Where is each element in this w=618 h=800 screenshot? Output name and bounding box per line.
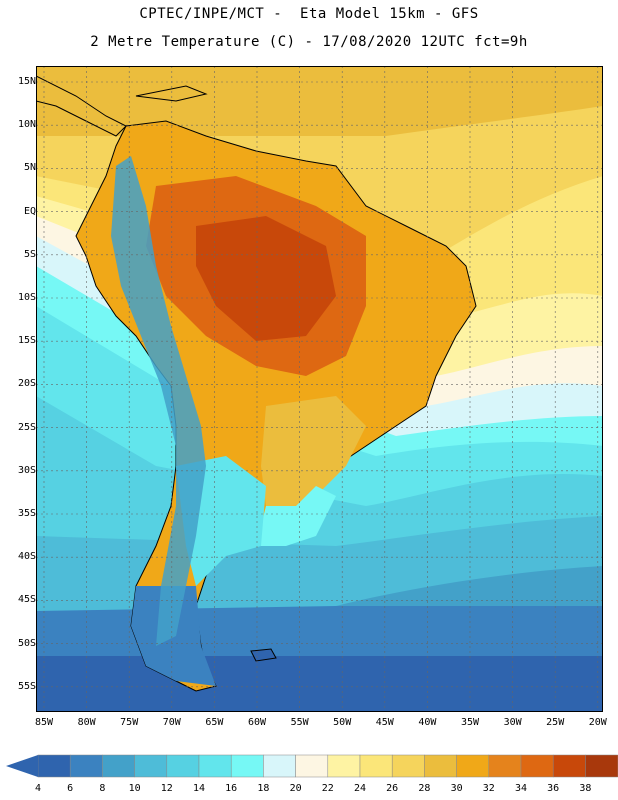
colorbar-label: 16 bbox=[225, 783, 238, 794]
colorbar-label: 20 bbox=[289, 783, 302, 794]
lon-label: 55W bbox=[290, 717, 309, 728]
colorbar-label: 18 bbox=[257, 783, 270, 794]
colorbar-cell bbox=[552, 754, 586, 778]
colorbar-cell bbox=[327, 754, 361, 778]
colorbar-label: 22 bbox=[321, 783, 334, 794]
map-frame bbox=[36, 66, 603, 712]
lat-label: 5S bbox=[23, 248, 36, 260]
lat-label: 50S bbox=[17, 637, 36, 649]
lon-label: 50W bbox=[333, 717, 352, 728]
colorbar-cell bbox=[424, 754, 457, 778]
colorbar-cell bbox=[488, 754, 522, 778]
lon-label: 45W bbox=[375, 717, 394, 728]
colorbar-label: 12 bbox=[160, 783, 173, 794]
lon-label: 75W bbox=[120, 717, 139, 728]
colorbar-cell bbox=[166, 754, 200, 778]
colorbar-label: 36 bbox=[547, 783, 560, 794]
colorbar-cell bbox=[198, 754, 232, 778]
lon-label: 20W bbox=[588, 717, 607, 728]
chart-title: CPTEC/INPE/MCT - Eta Model 15km - GFS bbox=[139, 6, 479, 22]
colorbar-label: 34 bbox=[514, 783, 528, 794]
colorbar-label: 6 bbox=[67, 783, 74, 794]
lat-label: 10S bbox=[17, 292, 36, 303]
lon-label: 35W bbox=[460, 717, 480, 728]
colorbar-cell bbox=[359, 754, 393, 778]
colorbar-label: 32 bbox=[482, 783, 495, 794]
hot-core bbox=[196, 216, 336, 341]
colorbar-label: 4 bbox=[34, 783, 42, 794]
lat-label: 5N bbox=[23, 162, 36, 174]
lon-label: 65W bbox=[205, 717, 224, 728]
lat-label: 15N bbox=[17, 76, 36, 87]
colorbar-cell bbox=[230, 754, 264, 778]
pampas-region bbox=[256, 486, 336, 546]
lat-label: 10N bbox=[17, 119, 36, 131]
colorbar-label: 28 bbox=[418, 783, 431, 794]
andes-cold-strip bbox=[111, 156, 206, 646]
lat-label: 20S bbox=[17, 378, 36, 390]
colorbar-label: 14 bbox=[192, 783, 206, 794]
ocean-band-28 bbox=[36, 66, 603, 136]
colorbar-label: 26 bbox=[386, 783, 399, 794]
lat-label: EQ bbox=[23, 205, 36, 217]
lat-label: 25S bbox=[17, 421, 36, 433]
colorbar-label: 38 bbox=[579, 783, 592, 794]
lon-label: 30W bbox=[503, 717, 522, 728]
lon-label: 80W bbox=[77, 717, 96, 728]
lat-label: 30S bbox=[17, 464, 36, 476]
lat-label: 15S bbox=[17, 335, 36, 347]
lon-label: 60W bbox=[247, 717, 267, 728]
central-america bbox=[36, 75, 127, 137]
colorbar-cell bbox=[520, 754, 554, 778]
colorbar-low-arrow bbox=[6, 755, 38, 777]
colorbar-cell bbox=[102, 754, 135, 778]
colorbar-cell bbox=[37, 754, 71, 778]
lat-label: 45S bbox=[17, 594, 36, 606]
caribbean-island bbox=[135, 85, 208, 102]
colorbar-label: 30 bbox=[450, 783, 463, 794]
lon-label: 40W bbox=[418, 717, 437, 728]
lon-label: 85W bbox=[34, 717, 54, 728]
colorbar-cell bbox=[69, 754, 103, 778]
colorbar-cell bbox=[295, 754, 329, 778]
colorbar-cell bbox=[456, 754, 490, 778]
colorbar-cell bbox=[134, 754, 168, 778]
temperature-map bbox=[36, 66, 603, 712]
south-central-region bbox=[261, 396, 366, 516]
lon-label: 25W bbox=[546, 717, 565, 728]
lat-label: 40S bbox=[17, 551, 36, 563]
chart-subtitle: 2 Metre Temperature (C) - 17/08/2020 12U… bbox=[90, 34, 528, 50]
colorbar-label: 24 bbox=[353, 783, 367, 794]
lat-label: 55S bbox=[17, 680, 36, 692]
colorbar-cell bbox=[263, 754, 296, 778]
colorbar-cell bbox=[391, 754, 425, 778]
colorbar bbox=[6, 754, 618, 778]
lon-label: 70W bbox=[162, 717, 181, 728]
colorbar-label: 8 bbox=[99, 783, 106, 794]
colorbar-label: 10 bbox=[128, 783, 141, 794]
lat-label: 35S bbox=[17, 508, 36, 519]
colorbar-cell bbox=[585, 754, 618, 778]
